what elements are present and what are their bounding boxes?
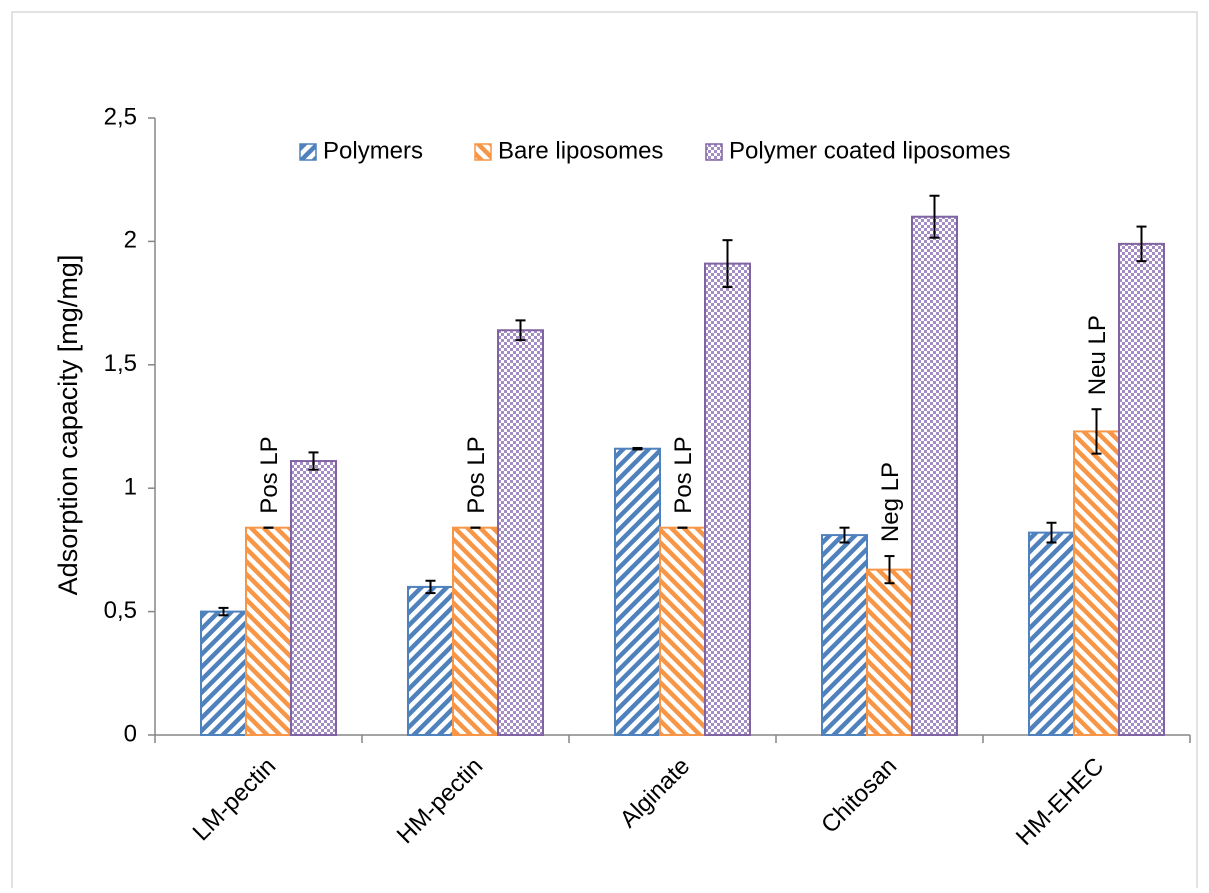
- bar: [866, 568, 913, 736]
- bar: [659, 526, 706, 736]
- error-bar: [839, 526, 850, 544]
- error-bar: [632, 446, 643, 451]
- legend-swatch: [299, 143, 317, 161]
- bar: [452, 526, 499, 736]
- annotation: Pos LP: [256, 436, 283, 513]
- y-tick-label: 1: [124, 474, 137, 501]
- legend-label: Polymers: [323, 137, 423, 164]
- x-tick-label: LM-pectin: [188, 753, 282, 847]
- bar: [290, 460, 337, 736]
- y-axis-title: Adsorption capacity [mg/mg]: [53, 255, 83, 596]
- bar: [821, 534, 868, 736]
- bar: [614, 447, 661, 736]
- legend-label: Bare liposomes: [498, 137, 663, 164]
- bar: [200, 610, 247, 736]
- error-bar: [1136, 225, 1147, 263]
- legend-swatch: [705, 143, 723, 161]
- legend-swatch: [474, 143, 492, 161]
- y-tick-label: 0: [124, 720, 137, 747]
- annotation: Neg LP: [877, 462, 904, 542]
- error-bar: [1046, 521, 1057, 544]
- bar: [407, 585, 454, 736]
- error-bar: [722, 239, 733, 289]
- annotation: Pos LP: [670, 436, 697, 513]
- error-bar: [425, 579, 436, 595]
- annotation: Pos LP: [463, 436, 490, 513]
- legend-label: Polymer coated liposomes: [729, 137, 1010, 164]
- x-tick-label: Chitosan: [816, 753, 902, 839]
- error-bar: [1091, 408, 1102, 455]
- x-tick-label: HM-pectin: [392, 753, 488, 849]
- error-bar: [929, 194, 940, 239]
- bar: [1073, 430, 1120, 736]
- y-tick-label: 2: [124, 227, 137, 254]
- bar: [497, 329, 544, 736]
- y-tick-label: 2,5: [104, 103, 137, 130]
- bar: [704, 262, 751, 736]
- error-bar: [308, 451, 319, 471]
- bar: [245, 526, 292, 736]
- bar: [911, 215, 958, 737]
- bar: [1118, 242, 1165, 736]
- error-bar: [884, 555, 895, 585]
- annotation: Neu LP: [1084, 315, 1111, 395]
- y-tick-label: 1,5: [104, 350, 137, 377]
- x-tick-label: Alginate: [615, 753, 695, 833]
- bar: [1028, 531, 1075, 737]
- error-bar: [218, 606, 229, 617]
- x-tick-label: HM-EHEC: [1011, 753, 1109, 851]
- error-bar: [515, 319, 526, 342]
- y-tick-label: 0,5: [104, 597, 137, 624]
